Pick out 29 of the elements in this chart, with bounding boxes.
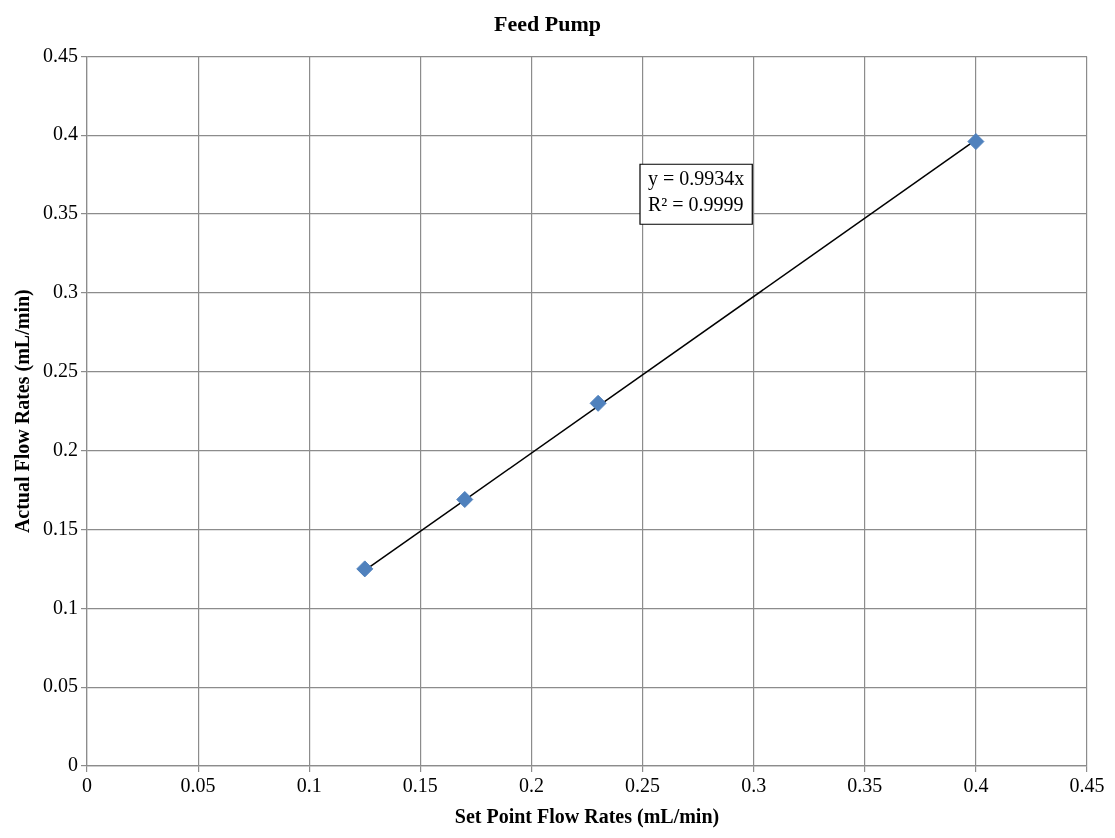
y-tick-label: 0.05 bbox=[43, 674, 78, 697]
x-tick-label: 0.25 bbox=[625, 774, 661, 797]
chart-title: Feed Pump bbox=[494, 10, 601, 36]
y-tick-label: 0.25 bbox=[43, 359, 78, 382]
y-tick-label: 0.3 bbox=[53, 280, 78, 303]
x-tick-label: 0.4 bbox=[963, 774, 989, 797]
x-tick-label: 0.2 bbox=[518, 774, 544, 797]
x-tick-label: 0.05 bbox=[180, 774, 216, 797]
x-tick-label: 0.45 bbox=[1069, 774, 1105, 797]
y-tick-label: 0.15 bbox=[43, 516, 78, 539]
point bbox=[356, 560, 374, 578]
x-tick-label: 0.1 bbox=[296, 774, 322, 797]
y-tick-label: 0.45 bbox=[43, 43, 78, 66]
x-tick-label: 0.15 bbox=[402, 774, 438, 797]
x-tick-label: 0 bbox=[82, 774, 92, 797]
y-tick-label: 0.2 bbox=[53, 437, 78, 460]
x-axis-title: Set Point Flow Rates (mL/min) bbox=[454, 805, 720, 829]
y-tick-label: 0 bbox=[68, 753, 78, 776]
point bbox=[456, 491, 474, 509]
x-tick-label: 0.35 bbox=[847, 774, 883, 797]
point bbox=[589, 394, 607, 412]
y-tick-label: 0.35 bbox=[43, 201, 78, 224]
annotation: y = 0.9934x bbox=[648, 166, 745, 190]
annotation: R² = 0.9999 bbox=[648, 192, 744, 215]
point bbox=[967, 133, 985, 151]
y-tick-label: 0.4 bbox=[53, 122, 78, 145]
y-axis-title: Actual Flow Rates (mL/min) bbox=[11, 289, 35, 534]
x-tick-label: 0.3 bbox=[741, 774, 767, 797]
y-tick-label: 0.1 bbox=[53, 595, 78, 618]
